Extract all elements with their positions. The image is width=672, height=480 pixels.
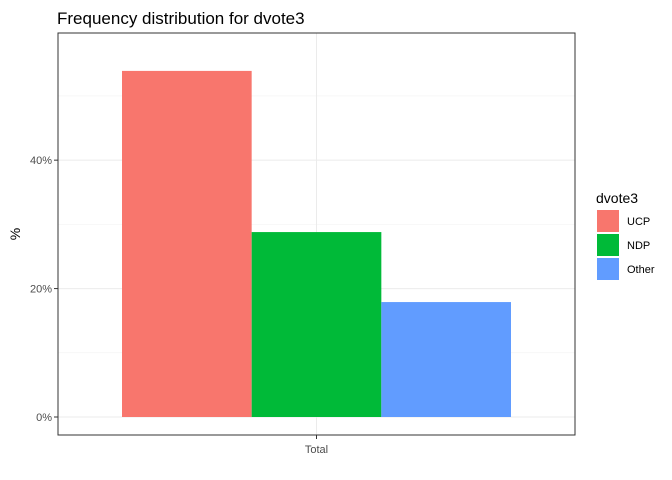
legend-key-other [597,258,619,280]
x-tick-label: Total [305,444,328,456]
legend-title: dvote3 [596,190,638,206]
bars [122,70,511,417]
y-tick-label: 40% [30,155,52,167]
legend-label-ndp: NDP [627,240,650,252]
legend: dvote3 UCP NDP Other [596,190,655,280]
bar-ndp [251,232,382,417]
x-axis: Total [305,435,328,456]
legend-key-ndp [597,234,619,256]
chart-title: Frequency distribution for dvote3 [57,9,305,28]
y-tick-label: 0% [36,412,52,424]
plot-panel [57,32,576,436]
legend-key-ucp [597,210,619,232]
bar-other [381,302,511,417]
legend-label-ucp: UCP [627,216,650,228]
y-tick-label: 20% [30,284,52,296]
y-axis-title: % [7,228,23,240]
y-axis: 0% 20% 40% [30,155,58,424]
bar-ucp [122,70,252,417]
legend-label-other: Other [627,264,655,276]
